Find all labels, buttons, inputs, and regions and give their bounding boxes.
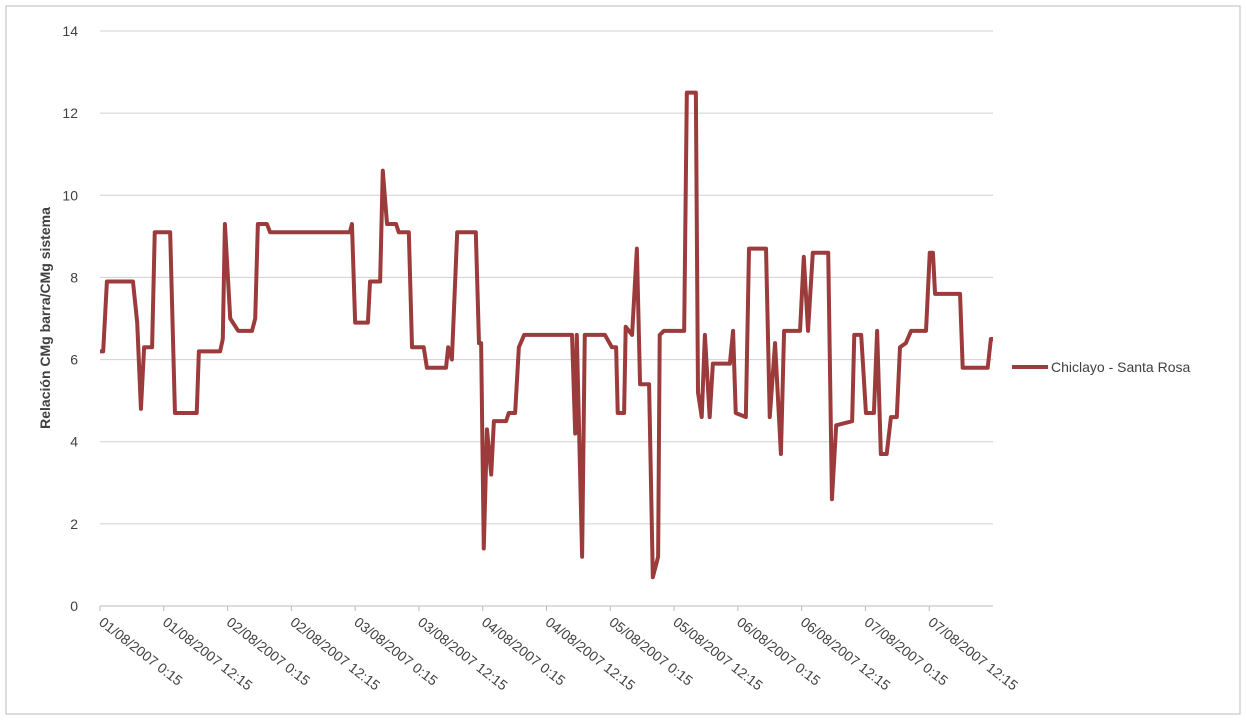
y-tick-label: 2: [70, 516, 78, 532]
data-line: [100, 90, 993, 580]
y-tick-label: 12: [62, 105, 78, 121]
y-axis-label: Relación CMg barra/CMg sistema: [37, 207, 53, 429]
y-tick-label: 14: [62, 23, 78, 39]
y-tick-label: 10: [62, 187, 78, 203]
y-tick-label: 0: [70, 598, 78, 614]
y-tick-label: 6: [70, 352, 78, 368]
y-tick-label: 8: [70, 269, 78, 285]
y-tick-label: 4: [70, 434, 78, 450]
legend-label: Chiclayo - Santa Rosa: [1051, 359, 1191, 375]
